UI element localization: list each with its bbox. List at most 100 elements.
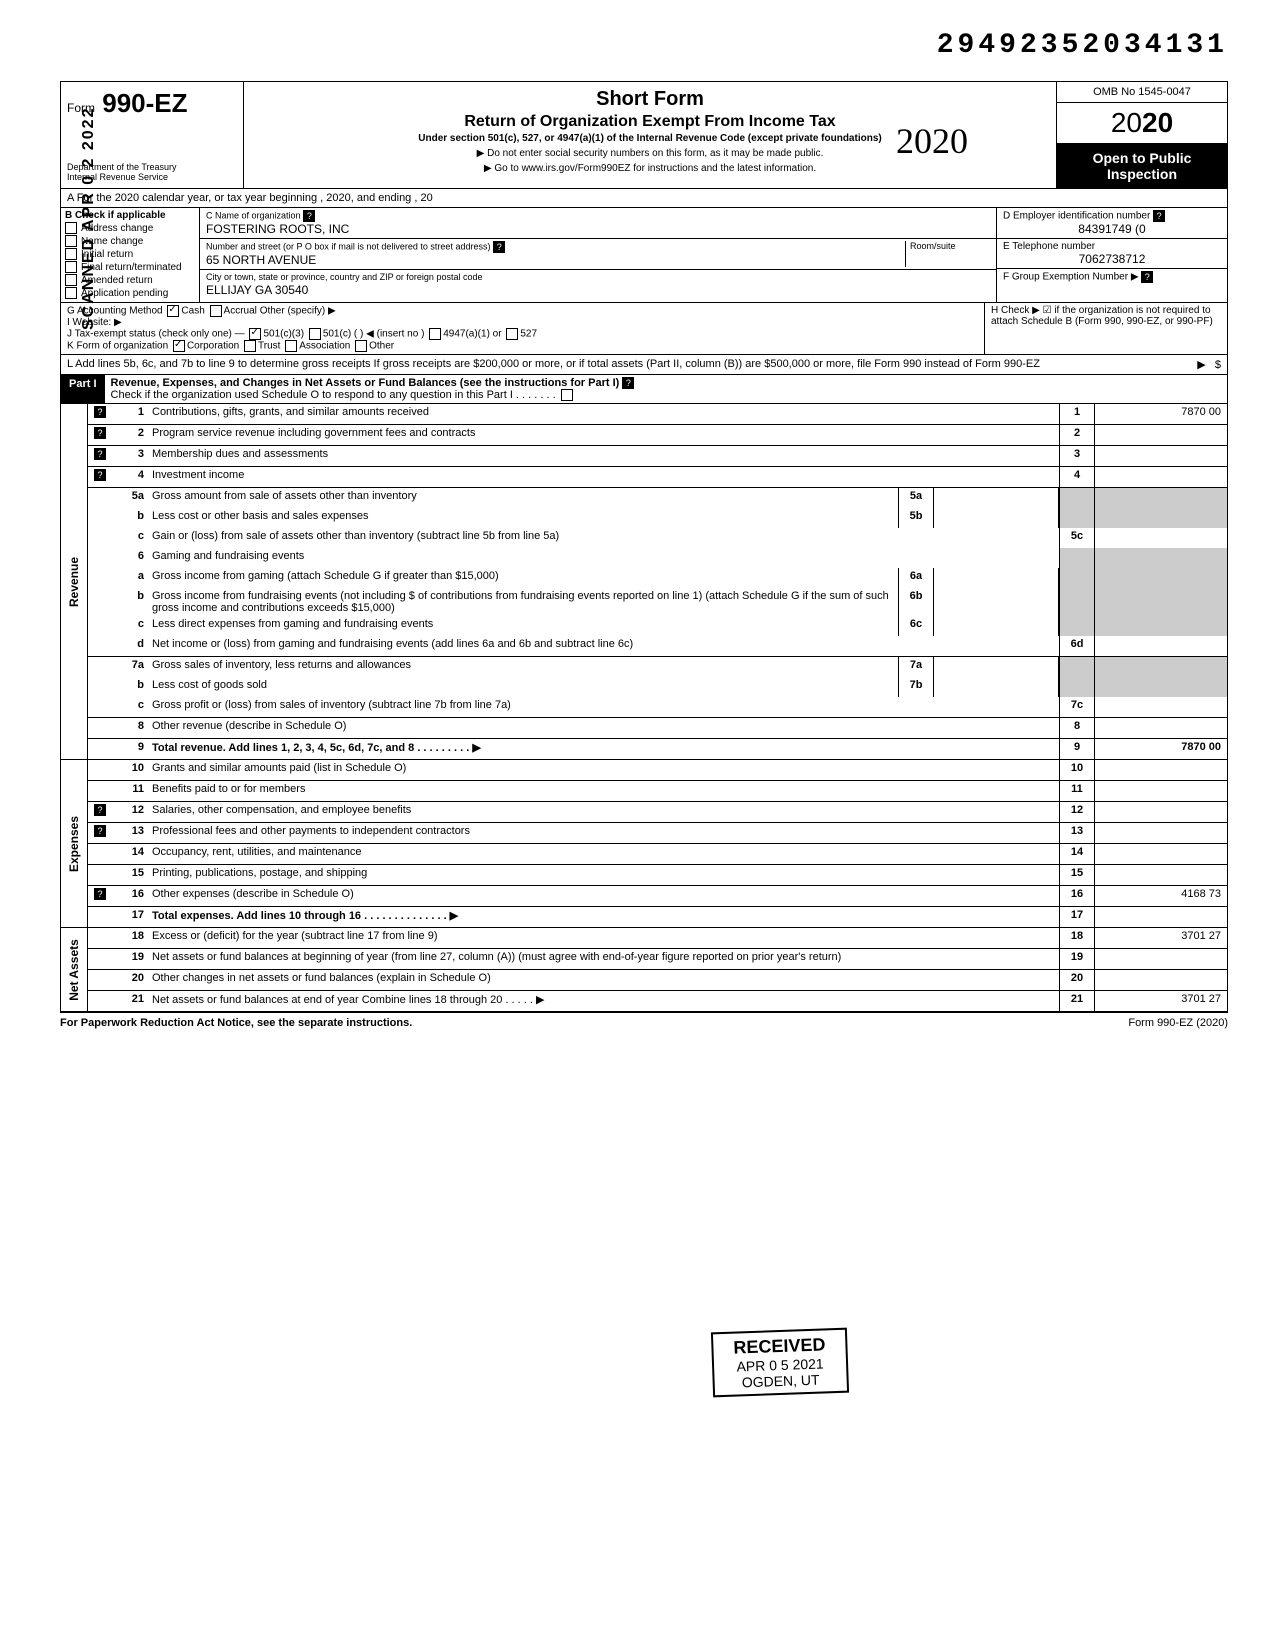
line-number: c [112,616,148,636]
checkbox-accrual[interactable] [210,305,222,317]
received-stamp: RECEIVED APR 0 5 2021 OGDEN, UT [711,1328,849,1398]
help-icon[interactable]: ? [94,804,106,816]
help-icon-cell: ? [88,446,112,466]
mid-line-value[interactable] [934,657,1059,677]
right-line-value[interactable] [1095,949,1227,969]
line-text: Gross profit or (loss) from sales of inv… [148,697,1059,717]
mid-line-value[interactable] [934,616,1059,636]
checkbox-cash[interactable] [167,305,179,317]
mid-line-value[interactable] [934,568,1059,588]
line-text: Less cost of goods sold [148,677,898,697]
line-row: cGross profit or (loss) from sales of in… [88,697,1227,717]
mid-line-value[interactable] [934,508,1059,528]
right-line-value[interactable] [1095,528,1227,548]
line-number: 15 [112,865,148,885]
checkbox-trust[interactable] [244,340,256,352]
right-line-value[interactable]: 4168 73 [1095,886,1227,906]
line-row: 9Total revenue. Add lines 1, 2, 3, 4, 5c… [88,738,1227,759]
right-line-value[interactable] [1095,802,1227,822]
right-line-value[interactable] [1095,718,1227,738]
line-number: 12 [112,802,148,822]
line-text: Less direct expenses from gaming and fun… [148,616,898,636]
mid-line-number: 7b [898,677,934,697]
right-line-value[interactable] [1095,446,1227,466]
help-icon[interactable]: ? [94,448,106,460]
mid-line-value[interactable] [934,488,1059,508]
line-text: Net income or (loss) from gaming and fun… [148,636,1059,656]
addr-value: 65 NORTH AVENUE [206,253,316,267]
checkbox-501c3[interactable] [249,328,261,340]
checkbox-app-pending[interactable] [65,287,77,299]
j-tax-exempt: J Tax-exempt status (check only one) — [67,329,245,340]
mid-line-number: 6a [898,568,934,588]
right-line-number: 21 [1059,991,1095,1011]
help-icon[interactable]: ? [94,888,106,900]
checkbox-schedule-o[interactable] [561,389,573,401]
part1-check: Check if the organization used Schedule … [111,389,556,401]
right-line-value[interactable]: 3701 27 [1095,991,1227,1011]
right-line-value[interactable]: 7870 00 [1095,739,1227,759]
line-row: ?12Salaries, other compensation, and emp… [88,801,1227,822]
line-number: 4 [112,467,148,487]
line-row: ?3Membership dues and assessments3 [88,445,1227,466]
right-line-value[interactable] [1095,823,1227,843]
line-row: cLess direct expenses from gaming and fu… [88,616,1227,636]
help-icon[interactable]: ? [94,427,106,439]
right-line-value[interactable] [1095,781,1227,801]
checkbox-final-return[interactable] [65,261,77,273]
checkbox-assoc[interactable] [285,340,297,352]
help-icon-cell [88,508,112,528]
right-line-value[interactable] [1095,425,1227,445]
right-line-number: 9 [1059,739,1095,759]
help-icon[interactable]: ? [1141,271,1153,283]
right-line-value [1095,616,1227,636]
right-line-value [1095,568,1227,588]
line-number: 20 [112,970,148,990]
checkbox-amended[interactable] [65,274,77,286]
mid-line-value[interactable] [934,588,1059,616]
checkbox-name-change[interactable] [65,235,77,247]
help-icon[interactable]: ? [493,241,505,253]
right-line-value[interactable]: 3701 27 [1095,928,1227,948]
ein-value: 84391749 (0 [1003,222,1221,236]
line-row: 10Grants and similar amounts paid (list … [88,760,1227,780]
right-line-number: 10 [1059,760,1095,780]
help-icon-cell [88,548,112,568]
right-line-value[interactable] [1095,760,1227,780]
mid-line-number: 5a [898,488,934,508]
line-text: Gross amount from sale of assets other t… [148,488,898,508]
right-line-value[interactable] [1095,907,1227,927]
checkbox-corp[interactable] [173,340,185,352]
checkbox-527[interactable] [506,328,518,340]
right-line-value[interactable] [1095,467,1227,487]
checkbox-address-change[interactable] [65,222,77,234]
mid-line-value[interactable] [934,677,1059,697]
checkbox-initial-return[interactable] [65,248,77,260]
right-line-value[interactable] [1095,844,1227,864]
line-number: b [112,677,148,697]
line-row: 7aGross sales of inventory, less returns… [88,656,1227,677]
help-icon[interactable]: ? [94,825,106,837]
row-a-tax-year: A For the 2020 calendar year, or tax yea… [60,189,1228,208]
right-line-number: 6d [1059,636,1095,656]
part1-label: Part I [61,375,105,403]
line-text: Other changes in net assets or fund bala… [148,970,1059,990]
phone-label: E Telephone number [1003,241,1095,252]
help-icon[interactable]: ? [94,406,106,418]
right-line-value[interactable] [1095,636,1227,656]
form-header: Form 990-EZ Department of the Treasury I… [60,81,1228,189]
help-icon[interactable]: ? [622,377,634,389]
right-line-value[interactable] [1095,970,1227,990]
help-icon[interactable]: ? [303,210,315,222]
checkbox-4947[interactable] [429,328,441,340]
help-icon[interactable]: ? [1153,210,1165,222]
help-icon[interactable]: ? [94,469,106,481]
right-line-value[interactable]: 7870 00 [1095,404,1227,424]
right-line-value[interactable] [1095,697,1227,717]
mid-line-number: 6b [898,588,934,616]
h-check: H Check ▶ ☑ if the organization is not r… [985,303,1227,354]
line-row: ?16Other expenses (describe in Schedule … [88,885,1227,906]
checkbox-other-k[interactable] [355,340,367,352]
checkbox-501c[interactable] [309,328,321,340]
right-line-value[interactable] [1095,865,1227,885]
